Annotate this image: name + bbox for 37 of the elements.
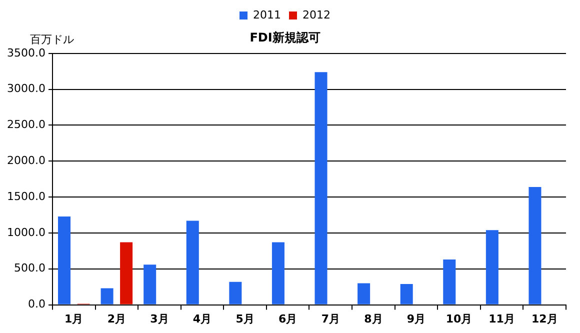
x-tick-label: 10月 <box>446 312 472 326</box>
x-tick-label: 4月 <box>192 312 212 326</box>
bar <box>100 288 114 304</box>
bar <box>58 216 71 304</box>
y-tick-label: 3500.0 <box>6 46 46 60</box>
y-tick-label: 3000.0 <box>6 82 46 96</box>
bar <box>229 282 242 304</box>
chart-title: FDI新規認可 <box>250 30 320 44</box>
bar <box>186 220 199 304</box>
legend-label: 2012 <box>302 8 330 22</box>
x-tick-label: 8月 <box>364 312 383 326</box>
x-tick-label: 9月 <box>406 312 426 326</box>
y-tick-label: 2000.0 <box>6 154 46 167</box>
y-tick-label: 500.0 <box>14 262 46 275</box>
x-tick-label: 12月 <box>531 312 558 326</box>
x-tick-label: 6月 <box>278 312 298 326</box>
y-tick-label: 1000.0 <box>6 226 46 239</box>
x-tick-label: 11月 <box>488 312 515 326</box>
bar <box>486 230 498 304</box>
bar <box>272 242 284 304</box>
bar <box>528 187 542 304</box>
legend-label: 2011 <box>253 8 282 22</box>
bar <box>443 260 456 304</box>
bar <box>314 72 328 304</box>
bar <box>120 242 133 304</box>
bar <box>400 284 413 304</box>
x-tick-label: 2月 <box>107 312 126 326</box>
bar <box>144 264 156 304</box>
y-axis-title: 百万ドル <box>30 32 74 46</box>
x-tick-label: 3月 <box>150 312 169 326</box>
x-tick-label: 7月 <box>321 312 340 326</box>
bar <box>358 283 370 304</box>
x-tick-label: 1月 <box>64 312 84 326</box>
y-tick-label: 1500.0 <box>6 190 46 203</box>
y-tick-label: 2500.0 <box>6 118 46 132</box>
x-tick-label: 5月 <box>236 312 254 326</box>
y-tick-label: 0.0 <box>28 298 46 311</box>
